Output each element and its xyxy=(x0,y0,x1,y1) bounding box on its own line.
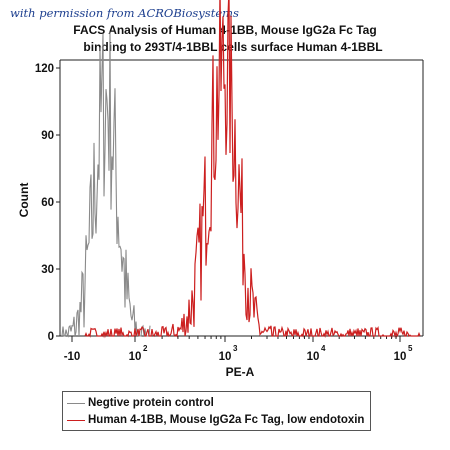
series-negative-control xyxy=(61,31,151,338)
x-ticks xyxy=(71,336,401,342)
x-tick-label: 10 xyxy=(129,351,142,363)
y-tick-label: 90 xyxy=(41,130,54,142)
watermark: with permission from ACROBiosystems xyxy=(10,6,239,20)
legend-label: Negtive protein control xyxy=(88,397,214,409)
x-tick-exp: 5 xyxy=(408,344,413,353)
x-tick-exp: 3 xyxy=(233,344,238,353)
x-tick-exp: 2 xyxy=(143,344,148,353)
chart-title-line1: FACS Analysis of Human 4-1BB, Mouse IgG2… xyxy=(73,23,377,37)
y-tick-label: 30 xyxy=(41,264,54,276)
legend-label: Human 4-1BB, Mouse IgG2a Fc Tag, low end… xyxy=(88,414,365,426)
x-tick-label: 10 xyxy=(307,351,320,363)
legend-swatch-gray xyxy=(67,402,85,404)
y-tick-label: 60 xyxy=(41,197,54,209)
y-tick-label: 120 xyxy=(35,63,54,75)
series-human-4-1bb xyxy=(84,0,421,339)
legend: Negtive protein control Human 4-1BB, Mou… xyxy=(62,391,371,431)
legend-item-human-4-1bb: Human 4-1BB, Mouse IgG2a Fc Tag, low end… xyxy=(67,412,364,428)
y-tick-label: 0 xyxy=(48,331,54,343)
chart-title-line2: binding to 293T/4-1BBL cells surface Hum… xyxy=(83,40,383,54)
y-ticks xyxy=(56,67,60,337)
legend-item-negative-control: Negtive protein control xyxy=(67,395,214,411)
y-axis-label: Count xyxy=(17,183,31,218)
x-axis-label: PE-A xyxy=(226,365,255,379)
x-tick-label: -10 xyxy=(64,351,81,363)
x-tick-exp: 4 xyxy=(321,344,326,353)
legend-swatch-red xyxy=(67,419,85,421)
x-minor-ticks xyxy=(161,336,397,339)
x-tick-label: 10 xyxy=(219,351,232,363)
x-tick-label: 10 xyxy=(394,351,407,363)
